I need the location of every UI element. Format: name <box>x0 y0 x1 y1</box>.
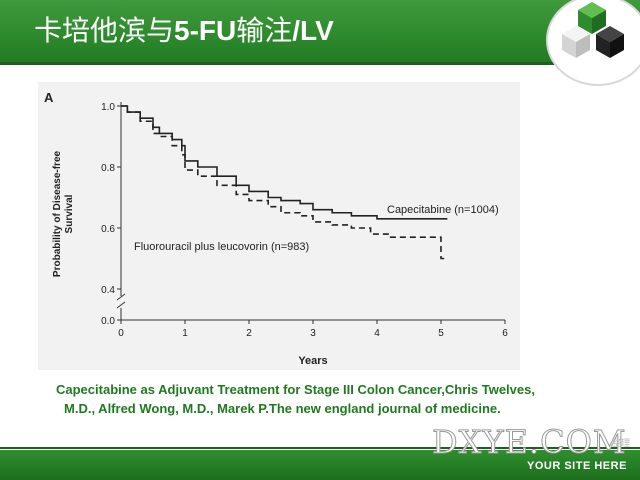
watermark-logo: DXYE.COM <box>432 423 627 462</box>
title-bar <box>0 0 640 62</box>
y-tick-label: 1.0 <box>101 102 115 113</box>
y-tick-label: 0.8 <box>101 163 115 174</box>
x-tick-label: 3 <box>310 328 316 339</box>
x-tick-label: 4 <box>374 328 380 339</box>
y-tick-label: 0.0 <box>101 316 115 327</box>
title-cjk: 卡培他滨与 <box>34 14 175 47</box>
citation-caption: Capecitabine as Adjuvant Treatment for S… <box>56 380 616 418</box>
x-tick-label: 6 <box>502 328 508 339</box>
series-fluorouracil-line <box>121 105 445 260</box>
chart-panel: A Probability of Disease-freeSurvival Ye… <box>38 82 520 370</box>
caption-line-2: M.D., Alfred Wong, M.D., Marek P.The new… <box>64 401 501 416</box>
x-tick-label: 2 <box>246 328 252 339</box>
series-label-fluorouracil: Fluorouracil plus leucovorin (n=983) <box>134 241 309 253</box>
chart-axes: 0.0 0.4 0.6 0.8 1.0 0 1 2 3 4 5 6 <box>101 102 508 339</box>
cube-logo-graphic <box>562 2 624 58</box>
cube-logo <box>546 0 640 86</box>
x-tick-label: 0 <box>118 328 124 339</box>
title-divider <box>0 62 560 65</box>
panel-label: A <box>44 90 54 105</box>
x-tick-label: 5 <box>438 328 444 339</box>
y-axis-title-line-2: Survival <box>64 194 75 233</box>
y-tick-label: 0.6 <box>101 224 115 235</box>
site-text: YOUR SITE HERE <box>527 460 627 472</box>
title-cjk-2: 输注 <box>236 14 293 47</box>
y-axis-title-line-1: Probability of Disease-free <box>52 150 63 277</box>
caption-line-1: Capecitabine as Adjuvant Treatment for S… <box>56 382 535 397</box>
y-tick-label: 0.4 <box>101 285 115 296</box>
series-layer <box>121 105 448 260</box>
footer-rule <box>0 447 640 449</box>
y-axis-break-mark <box>116 301 126 309</box>
watermark-subtext: 整理 <box>612 438 631 448</box>
series-label-capecitabine: Capecitabine (n=1004) <box>387 204 499 216</box>
title-latin-2: /LV <box>292 15 334 46</box>
series-capecitabine-line <box>121 105 448 220</box>
footer-band <box>0 450 640 480</box>
title-latin: 5-FU <box>174 15 237 46</box>
x-axis-title: Years <box>298 355 327 367</box>
x-tick-label: 1 <box>182 328 188 339</box>
slide-title: 卡培他滨与5-FU输注/LV <box>34 14 334 48</box>
survival-chart: A Probability of Disease-freeSurvival Ye… <box>44 90 508 367</box>
y-axis-break-mark <box>116 293 126 301</box>
y-axis-title: Probability of Disease-freeSurvival <box>52 150 75 277</box>
